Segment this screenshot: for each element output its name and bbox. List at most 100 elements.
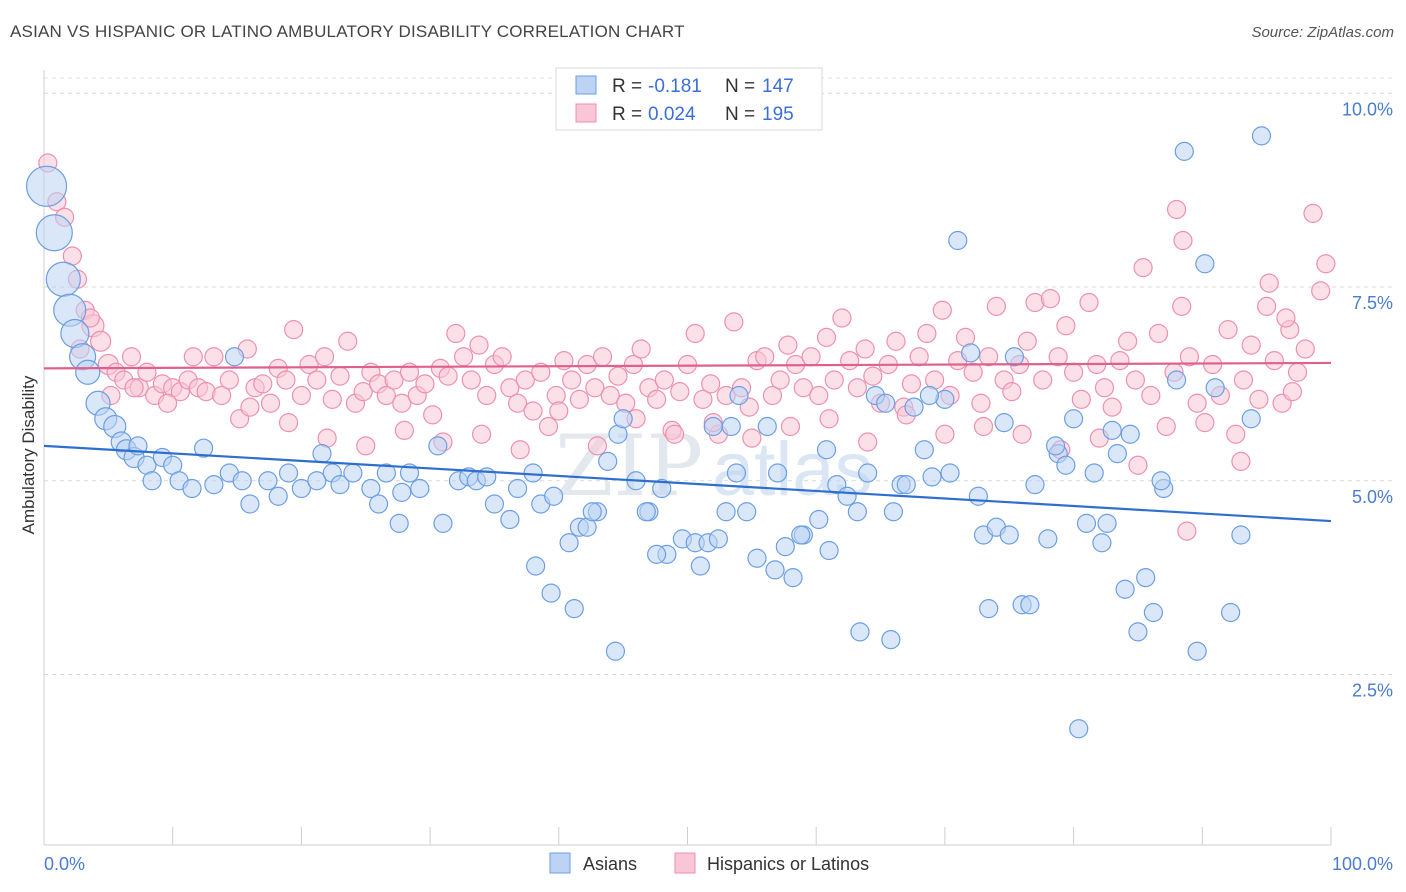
hispanic-point bbox=[909, 347, 929, 367]
hispanic-point bbox=[356, 436, 376, 456]
hispanic-point bbox=[314, 347, 335, 367]
asian-point bbox=[389, 513, 409, 533]
hispanic-point bbox=[260, 393, 281, 413]
hispanic-point bbox=[1249, 389, 1269, 409]
hispanic-point bbox=[1179, 347, 1200, 367]
hispanic-point bbox=[1287, 362, 1308, 382]
asian-point bbox=[1063, 409, 1084, 429]
asian-point bbox=[1128, 622, 1148, 642]
asian-point bbox=[307, 471, 327, 491]
hispanic-point bbox=[979, 347, 999, 367]
hispanic-point bbox=[685, 323, 705, 344]
asian-point bbox=[312, 444, 332, 464]
x-tick-label-max: 100.0% bbox=[1332, 854, 1393, 874]
asian-point bbox=[1097, 513, 1117, 533]
asians-n-label: N = bbox=[725, 76, 755, 97]
hispanic-point bbox=[278, 413, 299, 433]
asian-point bbox=[968, 486, 988, 506]
asian-point bbox=[767, 463, 788, 483]
hispanics-trend-line bbox=[43, 361, 1332, 370]
y-axis-title: Ambulatory Disability bbox=[19, 375, 38, 534]
asian-point bbox=[232, 471, 252, 491]
asian-point bbox=[45, 261, 81, 297]
series-hispanics-points bbox=[38, 153, 1336, 541]
hispanics-r-value: 0.024 bbox=[648, 104, 696, 125]
asian-point bbox=[883, 502, 904, 522]
asian-point bbox=[392, 482, 412, 502]
hispanic-point bbox=[847, 378, 867, 398]
asians-trend-line bbox=[43, 444, 1332, 523]
asian-point bbox=[837, 486, 857, 506]
asian-point bbox=[922, 467, 942, 487]
asian-point bbox=[1241, 409, 1261, 429]
hispanic-point bbox=[585, 378, 605, 398]
asian-point bbox=[598, 451, 618, 471]
asian-point bbox=[979, 599, 999, 619]
hispanic-point bbox=[1264, 351, 1284, 371]
hispanic-point bbox=[307, 370, 327, 390]
asian-point bbox=[994, 413, 1014, 433]
y-tick-label: 7.5% bbox=[1352, 293, 1393, 313]
hispanic-point bbox=[654, 370, 674, 390]
hispanic-point bbox=[587, 436, 608, 456]
hispanic-point bbox=[1118, 331, 1138, 351]
hispanic-point bbox=[935, 424, 955, 444]
asian-point bbox=[1115, 579, 1135, 599]
asian-point bbox=[940, 463, 960, 483]
hispanic-point bbox=[392, 393, 412, 413]
asian-point bbox=[582, 502, 602, 522]
asian-point bbox=[605, 641, 626, 661]
hispanic-point bbox=[986, 296, 1006, 316]
hispanic-point bbox=[219, 370, 239, 390]
asian-point bbox=[876, 393, 896, 413]
asian-point bbox=[369, 494, 389, 514]
asian-point bbox=[847, 502, 867, 522]
hispanics-swatch bbox=[575, 103, 597, 123]
asian-point bbox=[809, 509, 829, 530]
hispanic-point bbox=[562, 370, 582, 390]
hispanic-point bbox=[832, 308, 852, 328]
hispanic-point bbox=[299, 354, 319, 375]
hispanic-point bbox=[423, 405, 443, 425]
hispanic-point bbox=[1316, 254, 1336, 274]
hispanic-point bbox=[901, 374, 922, 394]
asian-point bbox=[75, 359, 101, 385]
hispanic-point bbox=[886, 331, 906, 351]
asian-point bbox=[544, 486, 564, 506]
asian-point bbox=[999, 525, 1019, 545]
asian-point bbox=[1084, 463, 1104, 483]
hispanic-point bbox=[90, 330, 112, 352]
hispanic-point bbox=[1166, 199, 1187, 220]
hispanic-point bbox=[157, 393, 178, 413]
hispanic-point bbox=[858, 432, 878, 452]
asian-point bbox=[508, 478, 528, 499]
hispanic-point bbox=[1156, 416, 1176, 437]
asian-point bbox=[896, 475, 916, 495]
hispanic-point bbox=[917, 323, 937, 344]
y-tick-label: 10.0% bbox=[1342, 99, 1393, 119]
hispanic-point bbox=[1033, 370, 1053, 390]
asian-point bbox=[737, 502, 757, 522]
asian-point bbox=[721, 416, 741, 437]
asian-point bbox=[690, 556, 710, 576]
hispanic-point bbox=[973, 416, 994, 437]
hispanic-point bbox=[1173, 230, 1193, 251]
hispanic-point bbox=[819, 409, 839, 429]
asian-point bbox=[410, 478, 430, 499]
hispanic-point bbox=[124, 378, 144, 398]
asian-point bbox=[240, 494, 260, 514]
hispanic-point bbox=[755, 347, 775, 367]
hispanic-point bbox=[840, 351, 860, 371]
hispanic-point bbox=[1148, 323, 1169, 344]
hispanic-point bbox=[1231, 451, 1251, 471]
asian-point bbox=[783, 568, 803, 588]
asian-point bbox=[291, 478, 311, 499]
asian-point bbox=[1038, 529, 1058, 549]
asian-point bbox=[258, 471, 278, 491]
hispanic-point bbox=[204, 347, 224, 367]
hispanic-point bbox=[1177, 521, 1197, 541]
hispanic-point bbox=[291, 385, 311, 406]
hispanic-point bbox=[415, 374, 435, 394]
asian-point bbox=[1143, 602, 1163, 623]
